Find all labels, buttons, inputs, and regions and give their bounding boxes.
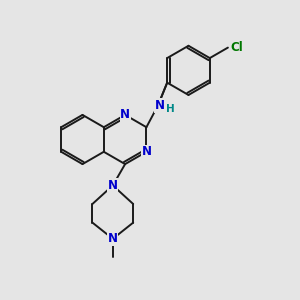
Text: N: N [108,179,118,192]
Text: N: N [120,108,130,122]
Text: H: H [166,104,175,114]
Text: N: N [154,99,164,112]
Text: N: N [108,179,118,192]
Text: N: N [141,145,152,158]
Text: Cl: Cl [230,41,243,54]
Text: N: N [108,232,118,245]
